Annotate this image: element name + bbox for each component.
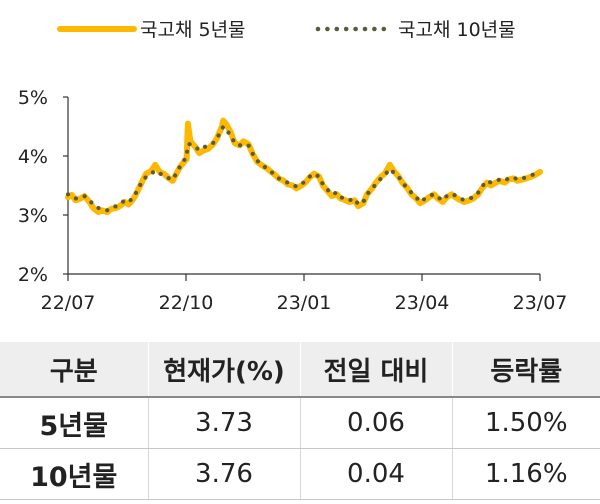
row-label: 10년물 <box>0 448 148 500</box>
legend-dot <box>353 26 358 32</box>
x-tick-label: 23/04 <box>395 292 450 314</box>
x-axis: 22/07 22/10 23/01 23/04 23/07 <box>41 273 568 314</box>
table-header-row: 구분 현재가(%) 전일 대비 등락률 <box>0 342 600 398</box>
table-row: 5년물 3.73 0.06 1.50% <box>0 397 600 449</box>
x-tick-label: 23/01 <box>277 292 332 314</box>
y-tick-label: 2% <box>18 264 48 286</box>
legend-label-10y: 국고채 10년물 <box>398 19 516 41</box>
table-row: 10년물 3.76 0.04 1.16% <box>0 448 600 500</box>
legend-dot <box>334 26 340 32</box>
legend-dot <box>362 26 368 32</box>
series-layer <box>65 117 543 216</box>
cell-price: 3.76 <box>147 448 300 500</box>
cell-price: 3.73 <box>147 397 300 449</box>
y-tick-label: 5% <box>18 87 48 109</box>
legend-dot <box>315 26 321 32</box>
cell-rate: 1.16% <box>451 448 600 500</box>
y-axis: 5% 4% 3% 2% <box>18 87 69 286</box>
x-tick-label: 22/07 <box>41 292 96 314</box>
header-category: 구분 <box>0 342 148 398</box>
header-rate: 등락률 <box>451 342 600 398</box>
series-line-10y <box>65 124 543 213</box>
legend-dot <box>325 26 330 32</box>
series-line-5y <box>65 117 543 216</box>
yield-chart: 국고채 5년물 국고채 10년물 5% 4% 3% 2% 22/07 22/10… <box>18 19 568 314</box>
y-tick-label: 4% <box>18 146 48 168</box>
yield-summary-table: 구분 현재가(%) 전일 대비 등락률 5년물 3.73 0.06 1.50% … <box>0 342 600 500</box>
header-change: 전일 대비 <box>299 342 452 398</box>
legend-swatch-10y <box>315 26 387 32</box>
legend-dot <box>372 26 377 32</box>
legend-dot <box>381 26 387 32</box>
header-price: 현재가(%) <box>147 342 300 398</box>
cell-change: 0.06 <box>299 397 452 449</box>
x-tick-label: 22/10 <box>159 292 214 314</box>
row-label: 5년물 <box>0 397 148 449</box>
cell-rate: 1.50% <box>451 397 600 449</box>
legend: 국고채 5년물 국고채 10년물 <box>57 19 516 41</box>
x-tick-label: 23/07 <box>513 292 568 314</box>
cell-change: 0.04 <box>299 448 452 500</box>
legend-dot <box>343 26 349 32</box>
y-tick-label: 3% <box>18 205 48 227</box>
legend-label-5y: 국고채 5년물 <box>140 19 246 41</box>
